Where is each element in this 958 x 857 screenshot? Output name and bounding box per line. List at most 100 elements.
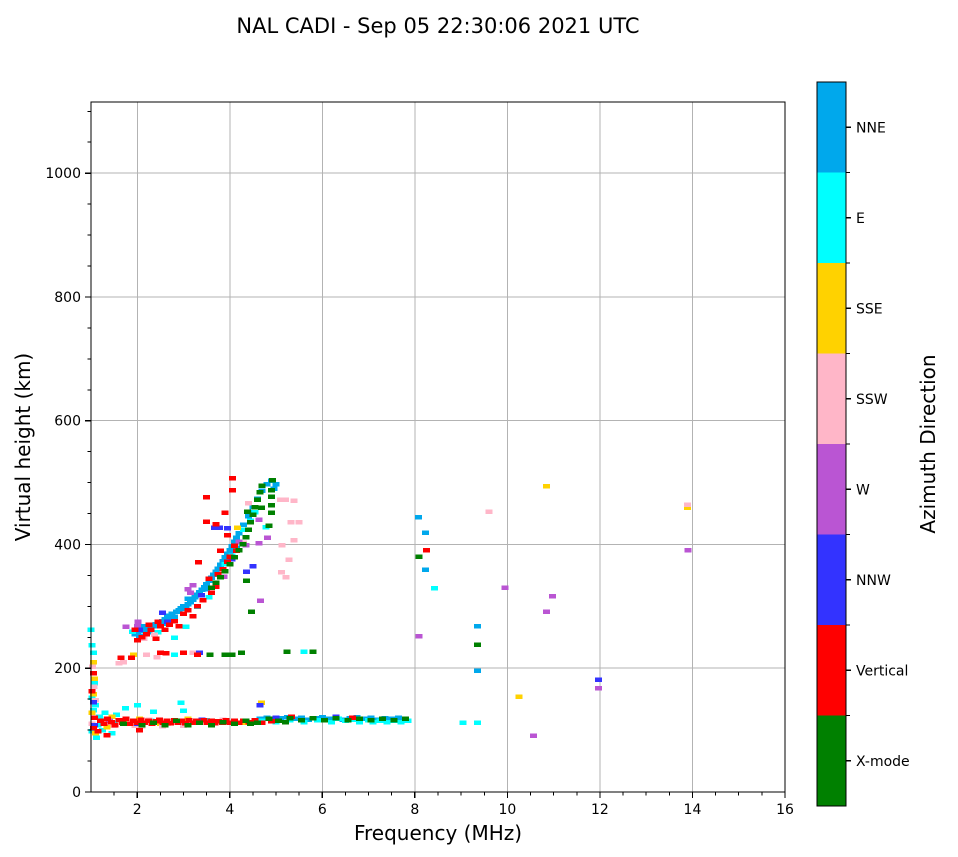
- data-point-w: [501, 585, 509, 591]
- data-point-x-mode: [298, 717, 306, 723]
- data-point-vertical: [141, 720, 149, 725]
- data-point-nne: [325, 716, 333, 722]
- data-point-x-mode: [390, 717, 398, 723]
- data-point-x-mode: [221, 652, 229, 657]
- data-point-nne: [180, 604, 188, 609]
- data-point-vertical: [230, 543, 238, 548]
- data-point-x-mode: [265, 523, 273, 529]
- data-point-sse: [108, 714, 116, 719]
- data-point-ssw: [281, 497, 289, 503]
- colorbar-segment-e: [817, 172, 846, 264]
- data-point-ssw: [290, 498, 298, 503]
- y-tick-label: 0: [72, 785, 81, 801]
- data-point-vertical: [144, 718, 152, 724]
- data-point-nne: [473, 623, 481, 629]
- data-point-x-mode: [378, 716, 386, 722]
- data-point-nne: [186, 599, 194, 605]
- data-point-x-mode: [344, 717, 352, 723]
- data-point-nne: [133, 630, 141, 635]
- data-point-w: [542, 609, 550, 615]
- data-point-w: [186, 590, 194, 595]
- y-tick-label: 600: [54, 414, 81, 430]
- colorbar-tick-label: X-mode: [856, 754, 910, 770]
- data-point-x-mode: [251, 505, 259, 510]
- data-point-e: [112, 712, 120, 717]
- data-point-vertical: [203, 519, 211, 524]
- data-point-nnw: [136, 627, 144, 633]
- data-point-nne: [203, 581, 211, 587]
- data-point-e: [122, 706, 130, 711]
- data-point-w: [595, 685, 603, 691]
- data-point-vertical: [199, 597, 207, 603]
- data-point-x-mode: [235, 547, 243, 553]
- data-point-x-mode: [265, 716, 273, 722]
- colorbar-segment-ssw: [817, 353, 846, 445]
- data-point-x-mode: [196, 720, 204, 725]
- data-point-vertical: [111, 722, 119, 728]
- data-point-ssw: [290, 537, 298, 543]
- data-point-nne: [170, 614, 178, 620]
- data-point-nne: [205, 578, 213, 584]
- data-point-x-mode: [258, 483, 266, 488]
- data-point-vertical: [145, 622, 153, 628]
- data-point-x-mode: [286, 716, 294, 721]
- data-point-x-mode: [267, 487, 275, 493]
- data-point-x-mode: [309, 649, 317, 654]
- data-point-sse: [130, 652, 138, 657]
- data-point-e: [300, 649, 308, 654]
- data-point-x-mode: [230, 555, 238, 560]
- data-point-e: [170, 652, 178, 657]
- data-point-x-mode: [119, 721, 127, 727]
- data-point-vertical: [221, 510, 229, 516]
- data-point-x-mode: [415, 554, 423, 560]
- data-point-vertical: [163, 718, 171, 724]
- data-point-vertical: [136, 727, 144, 733]
- data-point-vertical: [133, 720, 141, 725]
- data-point-e: [328, 719, 336, 725]
- colorbar-segment-sse: [817, 263, 846, 354]
- data-point-nne: [221, 555, 229, 560]
- data-point-nne: [277, 716, 285, 721]
- y-axis-label: Virtual height (km): [11, 352, 35, 542]
- data-point-vertical: [175, 623, 183, 629]
- data-point-vertical: [122, 716, 130, 722]
- data-point-vertical: [137, 717, 145, 722]
- data-point-nne: [360, 716, 368, 722]
- x-tick-label: 8: [410, 802, 419, 818]
- data-point-nne: [318, 714, 326, 720]
- data-point-nne: [191, 594, 199, 600]
- data-point-vertical: [88, 688, 96, 694]
- data-point-e: [101, 710, 109, 716]
- data-point-vertical: [189, 614, 197, 619]
- data-point-vertical: [212, 584, 220, 589]
- data-point-x-mode: [274, 718, 282, 724]
- data-point-w: [189, 583, 197, 588]
- data-point-nne: [233, 535, 241, 540]
- data-point-x-mode: [267, 510, 275, 516]
- data-point-e: [355, 719, 363, 725]
- data-point-vertical: [166, 622, 174, 628]
- data-point-nne: [291, 716, 299, 722]
- data-point-x-mode: [309, 716, 317, 721]
- data-point-e: [430, 586, 438, 591]
- data-point-ssw: [143, 652, 151, 657]
- data-point-ssw: [278, 570, 286, 575]
- data-point-vertical: [180, 650, 188, 656]
- data-point-vertical: [223, 559, 231, 565]
- data-point-e: [89, 708, 97, 713]
- data-point-nne: [230, 539, 238, 545]
- colorbar-segment-nne: [817, 82, 846, 173]
- data-point-e: [89, 650, 97, 656]
- data-point-x-mode: [237, 650, 245, 656]
- data-point-nnw: [211, 525, 219, 531]
- data-point-x-mode: [226, 562, 234, 567]
- data-point-x-mode: [355, 716, 363, 722]
- data-point-x-mode: [268, 477, 276, 483]
- data-point-vertical: [205, 576, 213, 581]
- data-point-ssw: [277, 497, 285, 503]
- data-point-nne: [189, 597, 197, 602]
- data-point-vertical: [207, 590, 215, 595]
- data-point-e: [91, 680, 99, 686]
- colorbar-tick-label: SSE: [856, 301, 883, 317]
